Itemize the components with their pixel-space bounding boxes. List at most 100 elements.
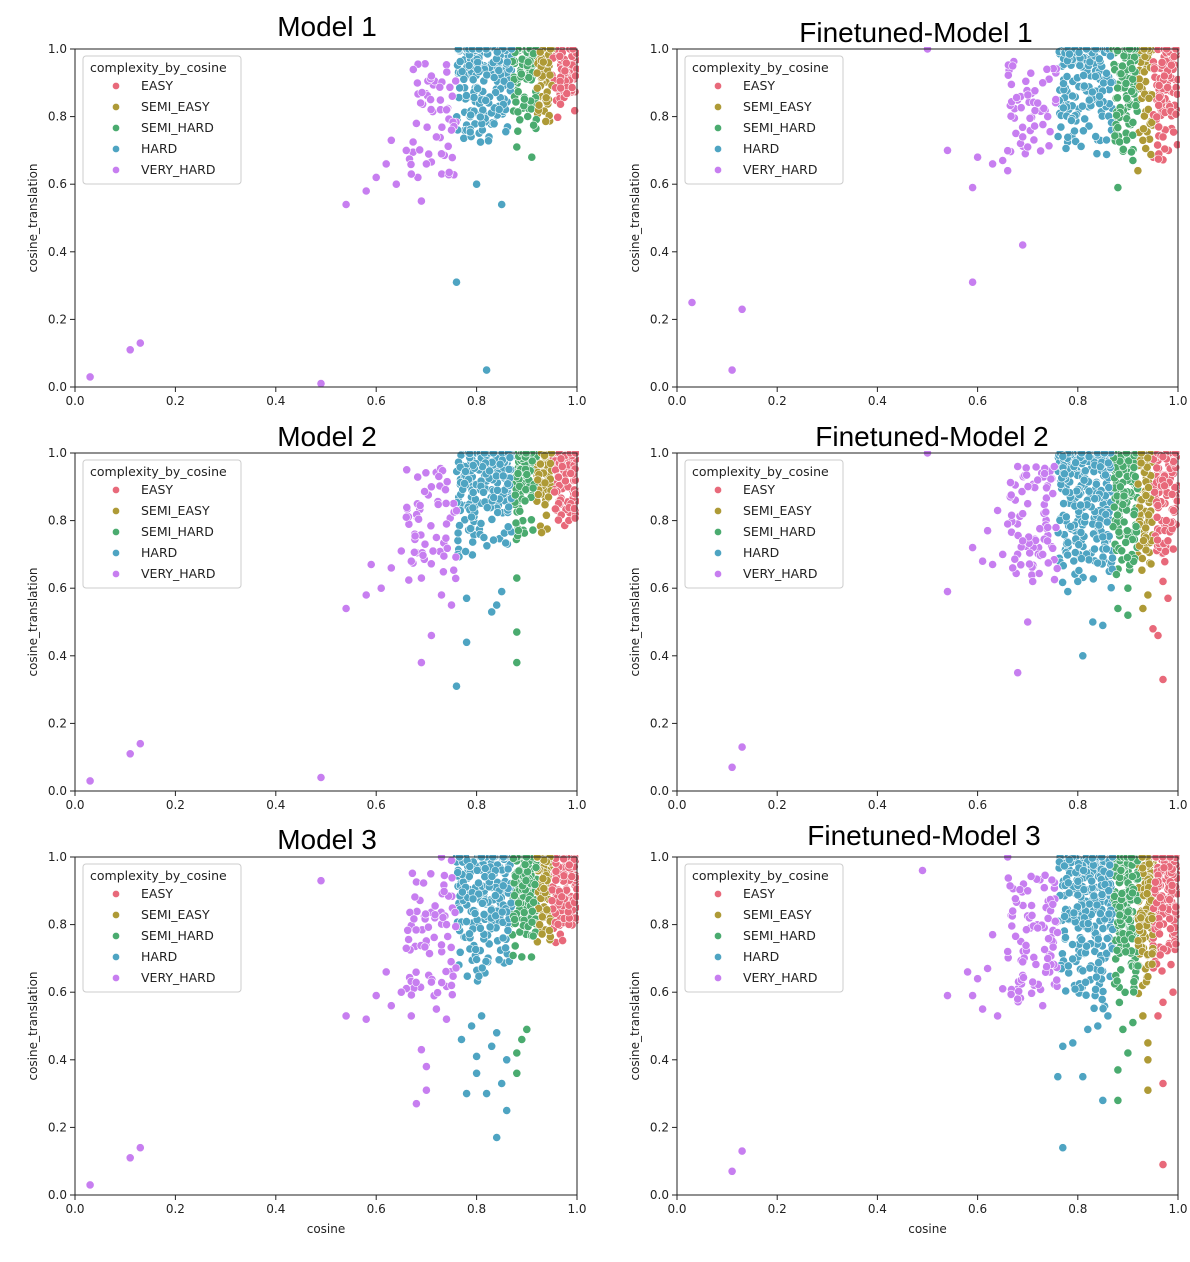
x-tick-label: 1.0	[567, 1202, 586, 1216]
scatter-point	[1042, 962, 1051, 972]
scatter-point	[1063, 878, 1073, 888]
scatter-point	[567, 83, 577, 92]
scatter-point	[1113, 83, 1122, 93]
scatter-point	[1137, 554, 1147, 563]
scatter-point	[477, 1011, 486, 1021]
scatter-point	[505, 453, 515, 462]
scatter-point	[512, 1068, 522, 1078]
scatter-point	[529, 897, 538, 907]
scatter-point	[1071, 458, 1080, 468]
scatter-point	[1058, 1143, 1068, 1153]
scatter-point	[943, 587, 952, 596]
scatter-point	[1118, 1025, 1128, 1034]
scatter-point	[1031, 462, 1041, 472]
scatter-point	[497, 587, 507, 596]
scatter-point	[411, 925, 421, 935]
scatter-point	[1063, 132, 1073, 142]
scatter-point	[1123, 610, 1133, 620]
scatter-point	[545, 926, 554, 935]
scatter-point	[416, 573, 426, 583]
scatter-point	[1154, 100, 1164, 110]
x-tick-label: 0.6	[968, 394, 987, 408]
scatter-point	[559, 871, 569, 881]
scatter-point	[535, 47, 545, 57]
scatter-point	[1073, 577, 1083, 586]
scatter-point	[492, 1028, 502, 1038]
scatter-point	[1168, 987, 1178, 997]
scatter-point	[538, 874, 548, 883]
scatter-point	[419, 878, 428, 888]
y-tick-label: 0.6	[650, 581, 669, 595]
scatter-point	[1033, 98, 1043, 108]
legend-marker	[112, 528, 120, 536]
legend-marker	[112, 911, 120, 919]
scatter-point	[993, 1011, 1002, 1021]
scatter-point	[510, 490, 520, 500]
scatter-point	[1136, 458, 1146, 468]
legend-label: SEMI_EASY	[743, 503, 812, 518]
scatter-point	[1152, 512, 1162, 522]
scatter-point	[406, 169, 416, 179]
scatter-point	[1091, 985, 1100, 994]
scatter-point	[441, 498, 451, 508]
scatter-point	[1103, 458, 1113, 468]
scatter-point	[468, 537, 478, 547]
scatter-point	[1128, 130, 1138, 140]
scatter-point	[1098, 1096, 1108, 1105]
scatter-point	[437, 940, 446, 950]
scatter-point	[1131, 101, 1141, 111]
scatter-point	[441, 485, 450, 495]
scatter-point	[465, 862, 475, 871]
scatter-point	[541, 93, 551, 103]
legend-marker	[112, 103, 120, 111]
scatter-point	[1063, 587, 1073, 596]
panel-title: Model 1	[277, 11, 377, 42]
y-tick-label: 0.8	[48, 918, 67, 932]
scatter-point	[482, 70, 492, 80]
y-tick-label: 1.0	[650, 850, 669, 864]
scatter-point	[442, 519, 451, 529]
scatter-point	[1128, 888, 1137, 898]
scatter-point	[1155, 929, 1164, 939]
scatter-point	[475, 112, 485, 122]
scatter-point	[487, 607, 497, 617]
scatter-point	[556, 83, 566, 93]
scatter-point	[1167, 489, 1177, 499]
scatter-point	[1143, 972, 1153, 982]
scatter-point	[1078, 966, 1088, 976]
scatter-point	[1063, 550, 1072, 560]
y-tick-label: 0.4	[48, 1053, 67, 1067]
scatter-point	[135, 338, 145, 348]
scatter-point	[422, 122, 432, 132]
scatter-point	[558, 936, 567, 945]
scatter-point	[501, 538, 511, 548]
scatter-point	[1043, 558, 1053, 568]
scatter-point	[1153, 500, 1163, 510]
scatter-point	[1023, 90, 1033, 100]
scatter-point	[482, 365, 491, 375]
scatter-point	[451, 963, 461, 973]
scatter-point	[1122, 93, 1132, 103]
x-tick-label: 0.4	[868, 394, 887, 408]
scatter-point	[544, 492, 553, 502]
scatter-point	[424, 149, 434, 159]
scatter-point	[527, 152, 537, 162]
scatter-point	[426, 482, 436, 492]
legend-label: SEMI_HARD	[743, 928, 816, 943]
scatter-point	[386, 1001, 396, 1011]
scatter-point	[1016, 560, 1026, 570]
scatter-point	[1056, 122, 1066, 132]
legend: complexity_by_cosine EASY SEMI_EASY SEMI_HA…	[684, 863, 844, 993]
scatter-point	[492, 485, 502, 495]
scatter-point	[468, 894, 478, 904]
scatter-point	[571, 489, 579, 499]
scatter-point	[437, 590, 446, 600]
scatter-point	[497, 907, 507, 917]
scatter-point	[482, 503, 492, 512]
scatter-point	[1112, 976, 1122, 986]
scatter-point	[421, 1062, 431, 1071]
scatter-point	[1133, 479, 1143, 489]
scatter-point	[1074, 540, 1084, 550]
scatter-point	[1048, 489, 1058, 498]
scatter-point	[482, 541, 492, 551]
